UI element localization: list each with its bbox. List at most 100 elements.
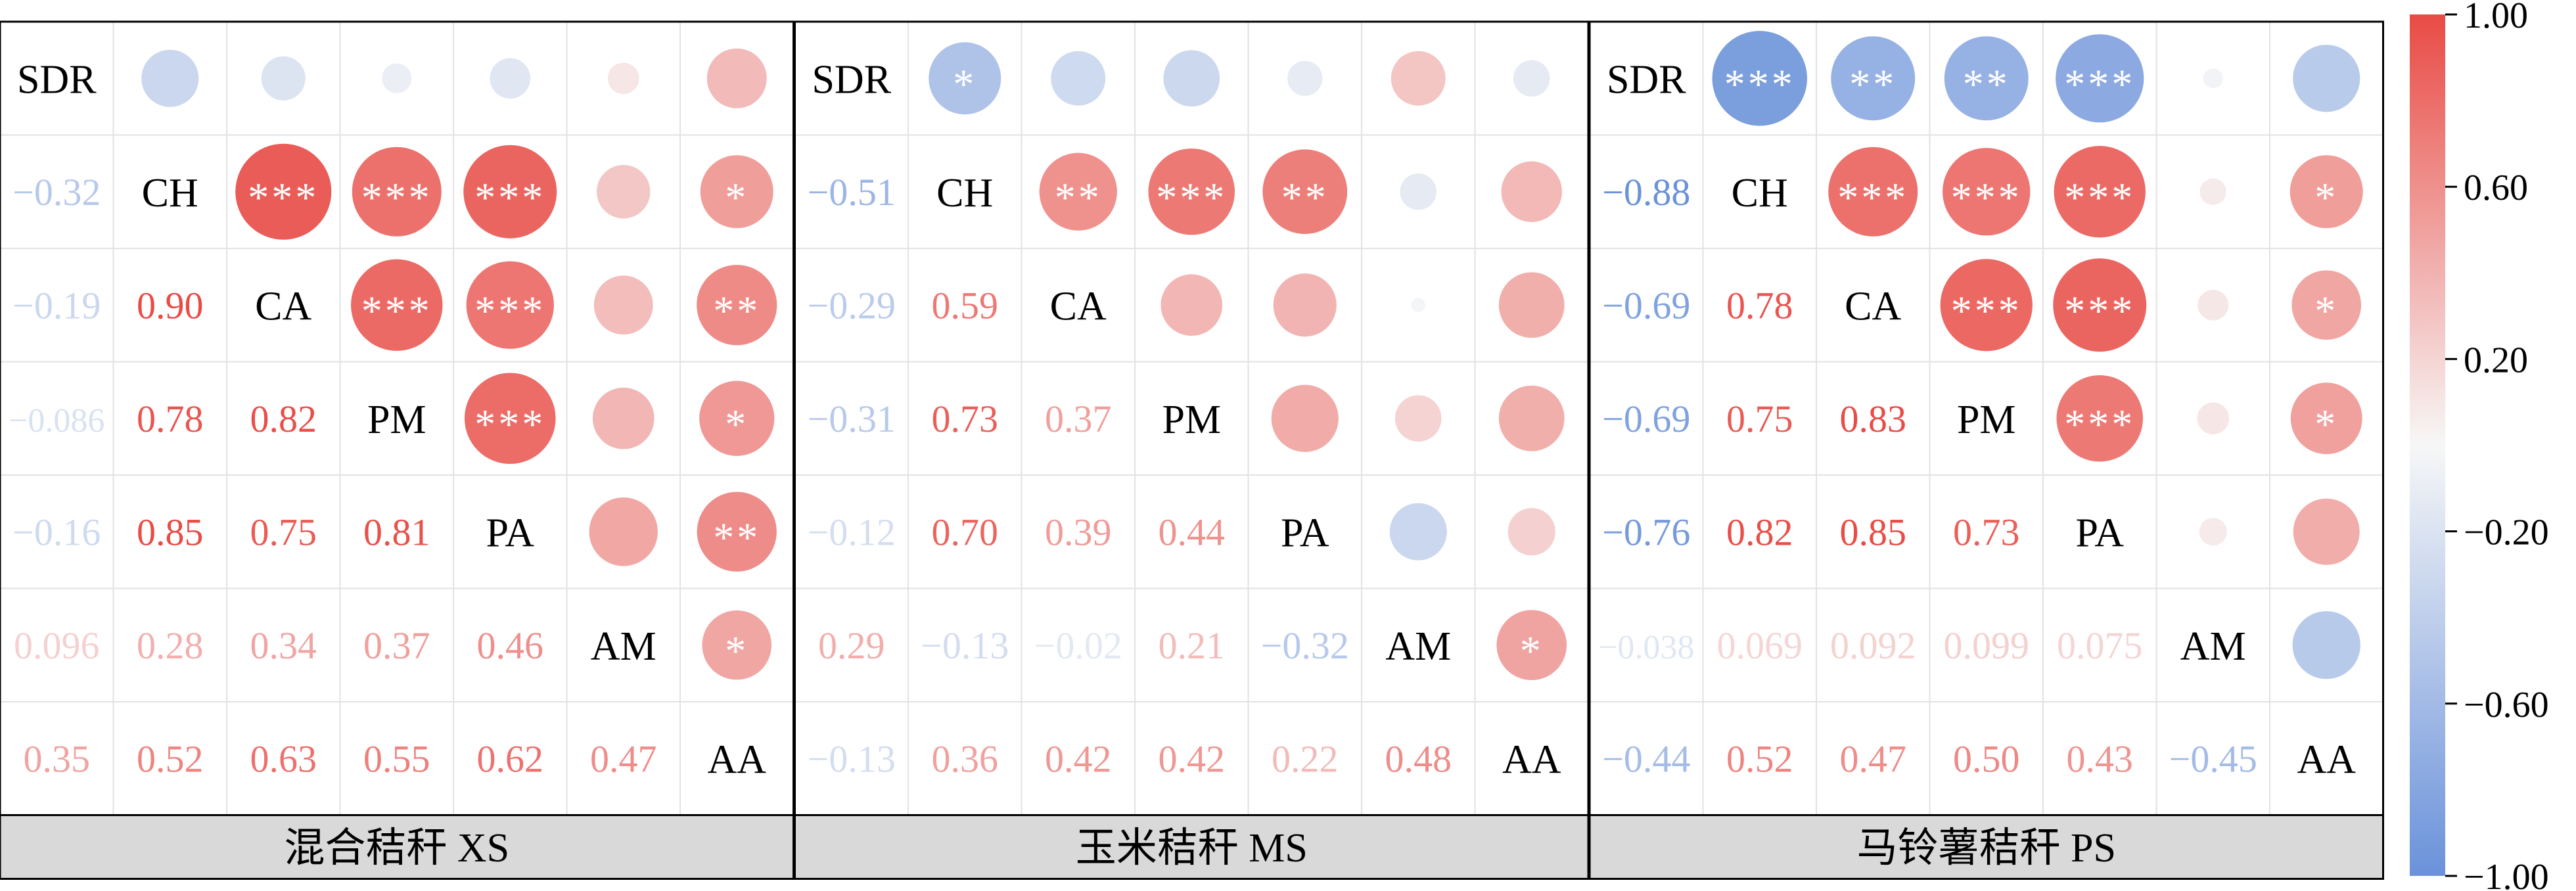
correlation-circle: [2203, 68, 2223, 89]
correlation-circle: [1498, 385, 1565, 451]
correlation-value: 0.42: [1045, 737, 1112, 780]
correlation-circle: [1051, 51, 1106, 106]
correlation-value: −0.12: [808, 511, 896, 553]
correlation-value: −0.76: [1602, 511, 1690, 553]
colorbar: 1.00 0.60 0.20 −0.20 −0.60 −1.00: [2410, 0, 2549, 891]
correlation-circle: [2289, 155, 2363, 229]
correlation-circle: [2291, 270, 2362, 340]
correlation-circle: [1496, 610, 1567, 681]
correlation-circle: [490, 58, 531, 99]
correlation-circle: [1389, 503, 1447, 560]
variable-label: AM: [1385, 624, 1451, 669]
panel-label-strip: [1588, 814, 2384, 880]
correlation-circle: [699, 380, 775, 456]
colorbar-tick-label: 1.00: [2464, 0, 2528, 36]
significance-marker: ***: [2064, 401, 2135, 447]
correlation-value: 0.092: [1830, 624, 1916, 667]
correlation-circle: [929, 42, 1001, 115]
significance-marker: **: [1963, 60, 2010, 107]
correlation-value: 0.075: [2057, 624, 2143, 667]
correlation-circle: [597, 165, 651, 219]
correlation-value: 0.73: [932, 398, 999, 440]
correlation-value: 0.22: [1272, 737, 1339, 780]
correlation-circle: [2056, 34, 2144, 123]
correlation-value: 0.70: [932, 511, 999, 553]
significance-marker: *: [953, 60, 977, 107]
correlation-circle: [2199, 178, 2226, 205]
correlation-value: 0.75: [250, 511, 317, 553]
correlation-circle: [464, 373, 556, 465]
correlation-circle: [2056, 375, 2144, 462]
variable-label: SDR: [812, 57, 891, 102]
correlation-circle: [607, 62, 639, 95]
significance-marker: **: [1055, 174, 1102, 221]
correlation-circle: [1507, 508, 1555, 556]
variable-label: AM: [591, 624, 656, 669]
significance-marker: ***: [474, 287, 545, 334]
significance-marker: *: [2314, 287, 2338, 334]
correlation-value: 0.44: [1159, 511, 1226, 553]
correlation-circle: [2199, 518, 2227, 546]
variable-label: AA: [1502, 737, 1561, 782]
significance-marker: ***: [2064, 174, 2135, 221]
correlation-circle: [1287, 60, 1323, 96]
correlation-circle: [589, 497, 658, 566]
correlation-value: 0.78: [137, 398, 204, 440]
significance-marker: *: [2314, 401, 2338, 447]
colorbar-tick-label: −0.60: [2464, 685, 2549, 725]
correlation-circle: [1831, 36, 1916, 121]
significance-marker: ***: [474, 174, 545, 221]
correlation-circle: [1400, 173, 1437, 210]
correlation-value: 0.52: [137, 737, 204, 780]
correlation-value: 0.37: [363, 624, 430, 667]
variable-label: PM: [1162, 398, 1221, 442]
correlation-circle: [697, 265, 777, 346]
correlation-value: 0.78: [1726, 284, 1793, 327]
correlation-value: 0.47: [1840, 737, 1907, 780]
variable-label: CA: [1050, 284, 1107, 329]
correlation-value: −0.69: [1602, 284, 1690, 327]
correlation-circle: [1163, 50, 1220, 107]
panel-label: 混合秸秆 XS: [284, 826, 509, 871]
panel-label-strip: [794, 814, 1590, 880]
correlation-value: 0.48: [1385, 737, 1452, 780]
correlation-value: −0.16: [12, 511, 101, 553]
correlation-circle: [1394, 395, 1442, 442]
correlation-value: −0.51: [808, 171, 896, 214]
significance-marker: ***: [248, 174, 319, 221]
correlation-circle: [2293, 45, 2360, 112]
correlation-value: 0.069: [1717, 624, 1803, 667]
correlation-value: 0.096: [14, 624, 100, 667]
correlation-value: 0.85: [1840, 511, 1907, 553]
correlation-circle: [593, 275, 653, 335]
significance-marker: **: [1849, 60, 1897, 107]
correlation-circle: [1498, 272, 1565, 338]
variable-label: PA: [486, 511, 534, 555]
correlation-value: −0.44: [1602, 737, 1690, 780]
correlation-circle: [2293, 498, 2360, 565]
colorbar-tick-label: 0.20: [2464, 340, 2528, 380]
variable-label: CA: [255, 284, 311, 329]
correlation-circle: [1944, 36, 2029, 121]
correlation-circle: [1039, 152, 1117, 231]
correlation-circle: [382, 63, 412, 93]
correlation-circle: [697, 491, 777, 572]
correlation-value: 0.82: [1726, 511, 1793, 553]
correlation-value: 0.73: [1953, 511, 2020, 553]
panel-1: SDR−0.32 CH *** *** *** *−0.19 0.90 CA *** *** **−…: [0, 20, 794, 880]
correlation-circle: [1943, 148, 2031, 236]
significance-marker: *: [725, 401, 748, 447]
correlation-circle: [2053, 258, 2147, 352]
colorbar-tick-label: −1.00: [2464, 857, 2549, 891]
correlation-value: −0.02: [1034, 624, 1122, 667]
correlation-value: 0.43: [2067, 737, 2134, 780]
significance-marker: **: [713, 514, 760, 560]
colorbar-gradient: [2410, 14, 2445, 876]
correlation-value: 0.82: [250, 398, 317, 440]
significance-marker: ***: [2064, 287, 2135, 334]
correlation-circle: [2054, 146, 2146, 238]
correlation-value: 0.29: [818, 624, 885, 667]
correlation-circle: [351, 259, 443, 351]
significance-marker: *: [1520, 628, 1544, 674]
